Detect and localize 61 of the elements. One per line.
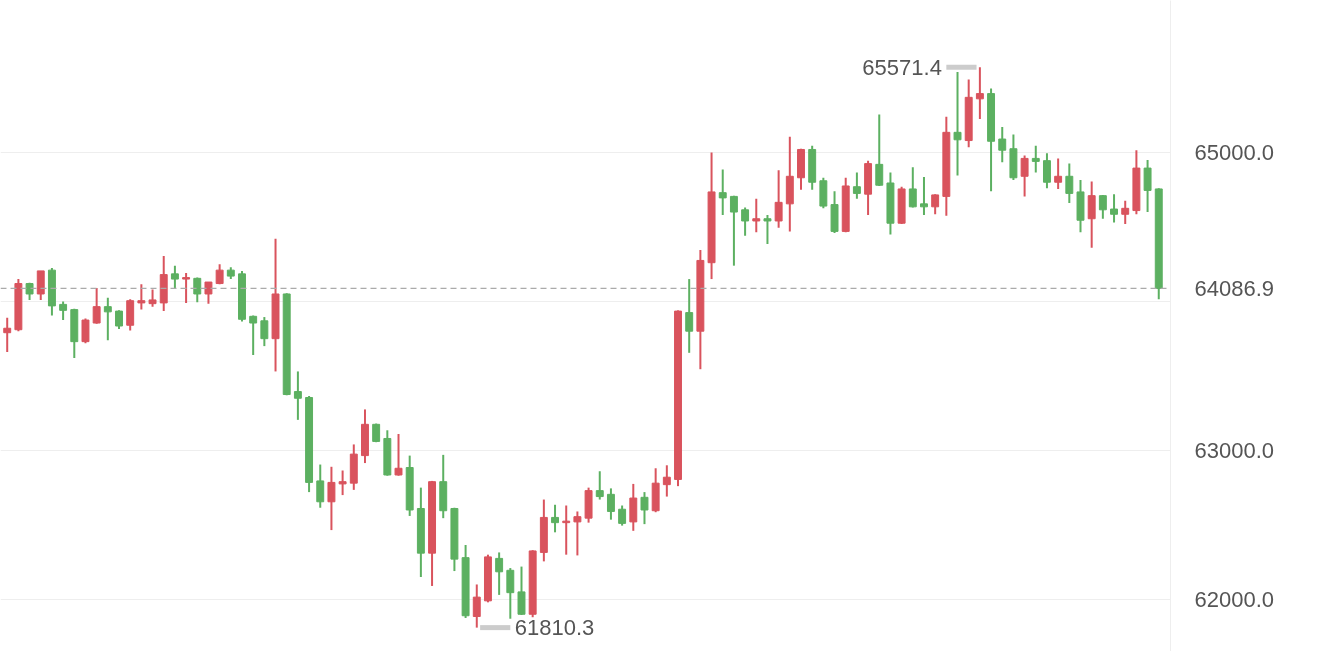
candlestick — [182, 272, 191, 304]
candlestick — [551, 503, 559, 534]
candlestick — [394, 433, 403, 477]
candlestick — [1143, 158, 1152, 214]
candlestick — [1110, 193, 1119, 224]
candlestick — [998, 126, 1007, 164]
candlestick — [92, 287, 101, 325]
candlestick — [662, 464, 671, 498]
candlestick — [752, 197, 761, 234]
y-tick-label: 63000.0 — [1194, 437, 1275, 463]
candlestick — [3, 316, 12, 354]
y-tick-label: 65000.0 — [1194, 139, 1275, 165]
candlestick — [595, 470, 604, 501]
candlestick — [36, 269, 45, 301]
candlestick — [629, 482, 638, 532]
candlestick — [137, 283, 146, 311]
candlestick — [249, 314, 258, 357]
candlestick — [975, 66, 984, 120]
annotation: 65571.4 — [862, 54, 942, 80]
candlestick — [1087, 180, 1096, 249]
candlestick — [920, 176, 928, 217]
annotation: 61810.3 — [514, 615, 595, 641]
candlestick — [316, 463, 325, 509]
candlestick — [1054, 157, 1063, 190]
candlestick — [260, 316, 269, 348]
candlestick — [640, 491, 649, 526]
candlestick — [741, 206, 750, 237]
candlestick — [875, 113, 884, 187]
candlestick — [338, 469, 347, 497]
candlestick — [1020, 154, 1029, 198]
y-tick-label: 62000.0 — [1194, 586, 1275, 612]
candlestick — [59, 300, 68, 322]
candlestick — [293, 370, 302, 421]
candlestick — [685, 278, 694, 354]
candlestick — [718, 168, 727, 217]
candlestick — [81, 317, 90, 345]
candlestick — [170, 264, 179, 290]
candlestick — [1065, 162, 1074, 205]
candlestick — [931, 193, 940, 216]
candlestick — [852, 171, 861, 200]
candlestick — [1042, 152, 1051, 190]
candlestick — [204, 281, 213, 305]
candlestick — [1121, 199, 1130, 225]
candlestick — [115, 309, 123, 330]
ref-line-label: 64086.9 — [1194, 275, 1275, 301]
candlestick — [606, 487, 615, 521]
candlestick — [573, 510, 582, 557]
candlestick — [763, 214, 772, 246]
candlestick — [495, 551, 504, 596]
candlestick — [327, 465, 336, 532]
candlestick — [517, 565, 526, 616]
candlestick — [193, 276, 202, 304]
candlestick — [729, 194, 738, 267]
candlestick — [774, 169, 783, 229]
candlestick — [103, 296, 112, 342]
candlestick — [1031, 144, 1040, 174]
candlestick — [618, 504, 627, 527]
candlestick — [472, 583, 481, 629]
candlestick — [506, 567, 515, 620]
candlestick — [908, 166, 917, 209]
candlestick — [953, 71, 962, 177]
